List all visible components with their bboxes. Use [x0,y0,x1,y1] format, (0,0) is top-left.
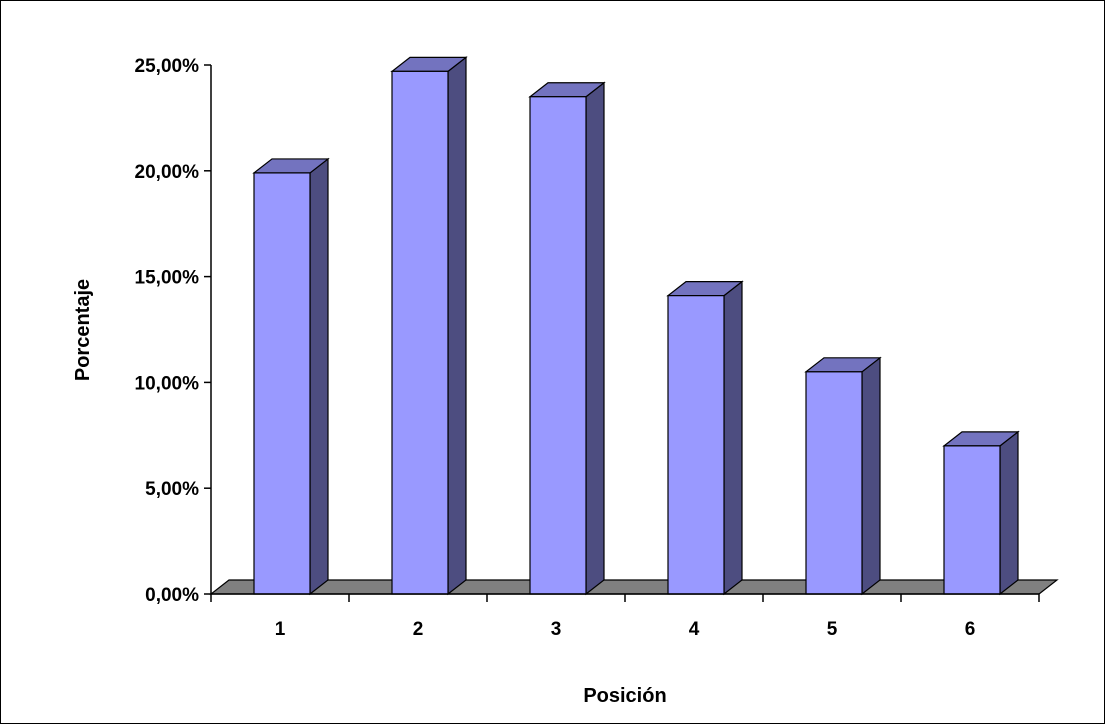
chart-floor [209,579,1059,595]
y-tick-label: 15,00% [135,268,200,289]
x-tick-label: 6 [965,619,976,640]
bar-6 [942,430,1020,596]
bar-1 [252,157,330,596]
y-axis-title: Porcentaje [72,279,94,381]
bar-3 [528,81,606,596]
bar-side [999,430,1019,596]
bar-side [861,356,881,596]
bar-4 [666,280,744,596]
y-tick-label: 5,00% [145,479,199,500]
x-tick-label: 5 [827,619,838,640]
labels-layer: 0,00% 5,00% 10,00% 15,00% 20,00% 25,00% 1 2 3 4 5 6 [135,56,976,640]
bars-layer [252,56,1020,596]
x-axis-title: Posición [583,685,666,707]
x-tick-label: 1 [275,619,286,640]
bar-side [309,157,329,596]
y-tick-label: 25,00% [135,56,200,77]
x-tick-label: 3 [551,619,562,640]
bar-side [447,56,467,596]
chart-floor-layer [209,579,1059,595]
bar-front [253,172,311,595]
y-tick-label: 10,00% [135,373,200,394]
bar-front [667,295,725,595]
y-tick-label: 20,00% [135,162,200,183]
bar-front [943,445,1001,595]
y-tick-label: 0,00% [145,585,199,606]
bar-front [529,96,587,595]
x-tick-label: 4 [689,619,700,640]
bar-side [723,280,743,596]
bar-5 [804,356,882,596]
bar-2 [390,56,468,596]
bar-front [805,371,863,595]
x-tick-label: 2 [413,619,424,640]
bar-side [585,81,605,596]
bar-front [391,70,449,595]
axes-layer [204,64,1040,602]
